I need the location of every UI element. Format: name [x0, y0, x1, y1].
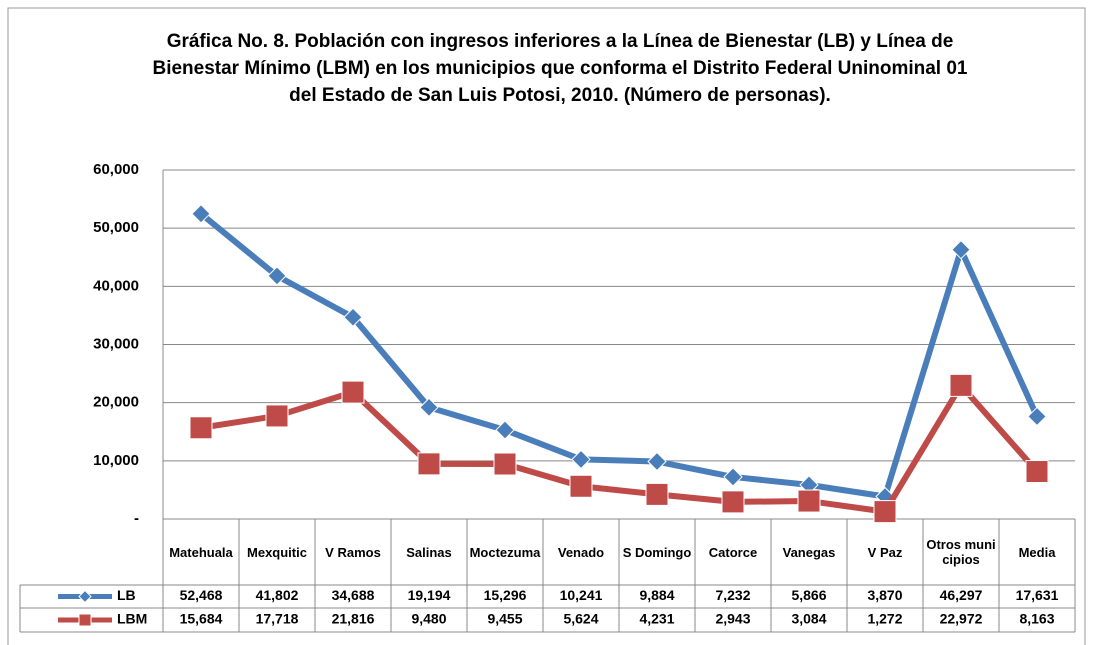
marker [417, 452, 441, 476]
marker [571, 449, 591, 470]
x-tick-label: V Ramos [325, 544, 381, 560]
chart-frame [7, 7, 1086, 645]
legend-label: LBM [117, 611, 147, 627]
marker [189, 416, 213, 440]
marker [267, 266, 287, 286]
y-tick-label: 30,000 [93, 335, 139, 352]
data-label: 8,163 [1019, 611, 1054, 627]
x-tick-label: Matehuala [169, 544, 233, 560]
x-tick-label: Vanegas [782, 544, 836, 560]
category-cell: S Domingo [622, 544, 692, 560]
title-box: Gráfica No. 8. Población con ingresos in… [152, 31, 968, 106]
category-cell: V Ramos [325, 544, 381, 560]
category-cell: Otros municipios [926, 537, 996, 567]
x-tick-label: Otros municipios [926, 537, 996, 567]
data-label: 5,866 [791, 587, 826, 603]
y-tick-label: 20,000 [93, 394, 139, 411]
x-tick-label: S Domingo [622, 544, 692, 560]
data-label: 17,718 [256, 611, 299, 627]
data-label: 9,455 [487, 611, 522, 627]
marker [191, 204, 211, 224]
category-cell: Salinas [406, 544, 452, 560]
data-label: 21,816 [332, 611, 375, 627]
category-cell: Venado [557, 544, 605, 560]
category-cell: V Paz [867, 544, 903, 560]
data-label: 17,631 [1016, 587, 1059, 603]
x-tick-label: Mexquitic [247, 544, 307, 560]
data-label: 9,480 [411, 611, 446, 627]
data-label: 34,688 [332, 587, 375, 603]
category-cell: Media [1018, 544, 1056, 560]
series-line [200, 382, 1040, 515]
legend-marker [78, 589, 92, 604]
data-label: 41,802 [256, 587, 299, 603]
data-label: 15,296 [484, 587, 527, 603]
data-label: 10,241 [560, 587, 603, 603]
legend-label: LB [117, 587, 136, 603]
x-tick-label: Salinas [406, 544, 452, 560]
marker [341, 380, 365, 404]
marker [419, 397, 439, 418]
data-label: 22,972 [940, 611, 983, 627]
data-label: 4,231 [639, 611, 674, 627]
data-label: 46,297 [940, 587, 983, 603]
chart-title: Gráfica No. 8. Población con ingresos in… [152, 31, 968, 106]
y-tick-label: 40,000 [93, 277, 139, 294]
x-tick-label: Venado [557, 544, 605, 560]
data-label: 3,084 [791, 611, 826, 627]
marker [797, 489, 821, 513]
x-tick-label: V Paz [867, 544, 903, 560]
x-tick-label: Catorce [708, 544, 758, 560]
data-label: 5,624 [563, 611, 598, 627]
marker [343, 307, 363, 327]
y-tick-label: 60,000 [93, 161, 139, 178]
category-cell: Vanegas [782, 544, 836, 560]
marker [647, 451, 667, 472]
marker [721, 490, 745, 514]
marker [495, 420, 515, 440]
y-tick-label: 10,000 [93, 452, 139, 469]
data-label: 7,232 [715, 587, 750, 603]
data-label: 15,684 [180, 611, 223, 627]
data-label: 2,943 [715, 611, 750, 627]
y-tick-label: 50,000 [93, 219, 139, 236]
marker [645, 482, 669, 506]
data-label: 9,884 [639, 587, 674, 603]
legend-marker [78, 613, 92, 627]
marker [569, 474, 593, 498]
category-cell: Catorce [708, 544, 758, 560]
x-tick-label: Moctezuma [469, 544, 541, 560]
marker [873, 500, 897, 524]
category-cell: Matehuala [169, 544, 233, 560]
y-tick-label: - [134, 510, 139, 527]
data-label: 19,194 [408, 587, 451, 603]
category-cell: Mexquitic [247, 544, 307, 560]
marker [1025, 460, 1049, 484]
data-label: 1,272 [867, 611, 902, 627]
series-line [199, 211, 1040, 500]
marker [723, 467, 743, 487]
marker [265, 404, 289, 428]
data-label: 3,870 [867, 587, 902, 603]
category-cell: Moctezuma [469, 544, 541, 560]
x-tick-label: Media [1018, 544, 1056, 560]
marker [949, 373, 973, 397]
data-label: 52,468 [180, 587, 223, 603]
marker [493, 452, 517, 476]
marker [1027, 406, 1047, 427]
marker [951, 239, 971, 260]
